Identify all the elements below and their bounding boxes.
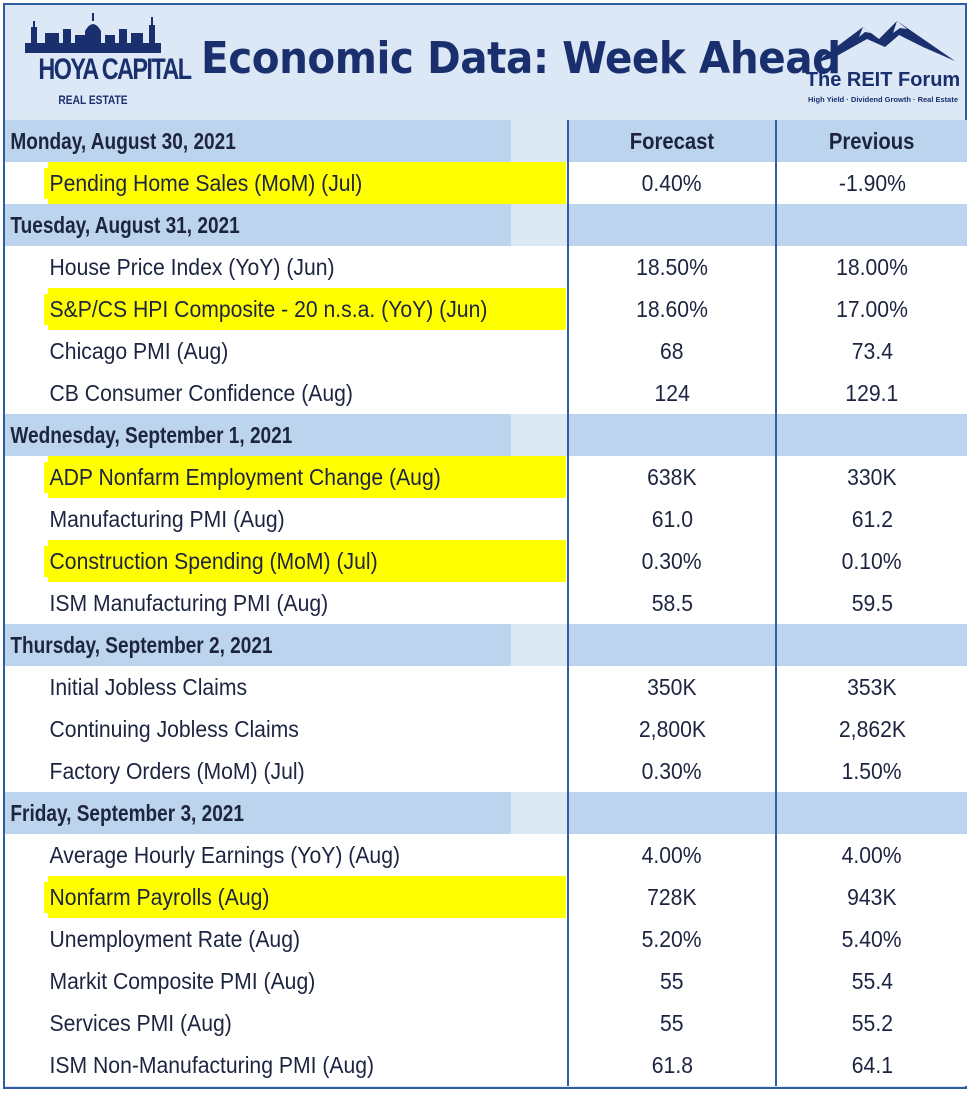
forecast-value: 61.8 <box>651 1051 693 1078</box>
previous-value: 61.2 <box>851 505 893 532</box>
day-header-row: Tuesday, August 31, 2021 <box>5 204 967 246</box>
previous-value: 943K <box>847 883 897 910</box>
indicator-name: S&P/CS HPI Composite - 20 n.s.a. (YoY) (… <box>44 293 493 325</box>
previous-value: 17.00% <box>836 295 908 322</box>
previous-value: 59.5 <box>851 589 893 616</box>
indicator-name: Markit Composite PMI (Aug) <box>49 967 316 994</box>
indicator-name: Initial Jobless Claims <box>49 673 248 700</box>
forecast-value: 728K <box>647 883 697 910</box>
previous-value: 129.1 <box>845 379 899 406</box>
hoya-capital-logo: HOYA CAPITAL REAL ESTATE <box>23 13 192 113</box>
forecast-value: 18.60% <box>636 295 708 322</box>
page-title: Economic Data: Week Ahead <box>201 33 841 84</box>
indicator-row: Manufacturing PMI (Aug) 61.0 61.2 <box>5 498 967 540</box>
indicator-name: Average Hourly Earnings (YoY) (Aug) <box>49 841 401 868</box>
indicator-row: S&P/CS HPI Composite - 20 n.s.a. (YoY) (… <box>5 288 967 330</box>
previous-value: 330K <box>847 463 897 490</box>
forecast-value: 5.20% <box>641 925 703 952</box>
forecast-value: 0.30% <box>641 547 703 574</box>
reit-forum-wordmark: The REIT Forum <box>805 69 961 91</box>
reit-forum-tagline: High Yield · Dividend Growth · Real Esta… <box>807 95 959 104</box>
header: HOYA CAPITAL REAL ESTATE Economic Data: … <box>3 3 967 119</box>
day-header-row: Friday, September 3, 2021 <box>5 792 967 834</box>
forecast-value: 55 <box>660 967 684 994</box>
forecast-value: 0.30% <box>641 757 703 784</box>
indicator-name: Factory Orders (MoM) (Jul) <box>49 757 305 784</box>
day-header-row: Monday, August 30, 2021 Forecast Previous <box>5 120 967 162</box>
indicator-row: Nonfarm Payrolls (Aug) 728K 943K <box>5 876 967 918</box>
day-label: Wednesday, September 1, 2021 <box>10 421 293 448</box>
previous-value: 0.10% <box>841 547 903 574</box>
indicator-name: ADP Nonfarm Employment Change (Aug) <box>44 461 447 493</box>
indicator-row: Initial Jobless Claims 350K 353K <box>5 666 967 708</box>
indicator-row: Chicago PMI (Aug) 68 73.4 <box>5 330 967 372</box>
indicator-row: Unemployment Rate (Aug) 5.20% 5.40% <box>5 918 967 960</box>
indicator-name: Pending Home Sales (MoM) (Jul) <box>44 167 368 199</box>
hoya-capital-subtitle: REAL ESTATE <box>58 93 128 107</box>
forecast-column-header: Forecast <box>629 127 715 154</box>
reit-forum-logo: The REIT Forum High Yield · Dividend Gro… <box>805 17 965 113</box>
economic-calendar-table: Monday, August 30, 2021 Forecast Previous P… <box>5 120 967 1086</box>
day-label: Friday, September 3, 2021 <box>10 799 244 826</box>
previous-column-header: Previous <box>829 127 915 154</box>
previous-value: 55.4 <box>851 967 893 994</box>
indicator-row: ADP Nonfarm Employment Change (Aug) 638K 3… <box>5 456 967 498</box>
indicator-name: CB Consumer Confidence (Aug) <box>49 379 353 406</box>
forecast-value: 4.00% <box>641 841 703 868</box>
day-header-row: Thursday, September 2, 2021 <box>5 624 967 666</box>
capitol-skyline-icon <box>25 13 161 53</box>
indicator-row: Services PMI (Aug) 55 55.2 <box>5 1002 967 1044</box>
day-label: Monday, August 30, 2021 <box>10 127 236 154</box>
indicator-name: Construction Spending (MoM) (Jul) <box>44 545 384 577</box>
previous-value: 4.00% <box>841 841 903 868</box>
forecast-value: 2,800K <box>638 715 706 742</box>
forecast-value: 55 <box>660 1009 684 1036</box>
hoya-capital-wordmark: HOYA CAPITAL <box>38 53 192 86</box>
indicator-row: Markit Composite PMI (Aug) 55 55.4 <box>5 960 967 1002</box>
previous-value: 73.4 <box>851 337 893 364</box>
indicator-row: Average Hourly Earnings (YoY) (Aug) 4.00%… <box>5 834 967 876</box>
forecast-value: 638K <box>647 463 697 490</box>
previous-value: 353K <box>847 673 897 700</box>
forecast-value: 61.0 <box>651 505 693 532</box>
indicator-row: Pending Home Sales (MoM) (Jul) 0.40% -1.90… <box>5 162 967 204</box>
indicator-name: ISM Non-Manufacturing PMI (Aug) <box>49 1051 375 1078</box>
indicator-name: Continuing Jobless Claims <box>49 715 299 742</box>
day-label: Thursday, September 2, 2021 <box>10 631 273 658</box>
indicator-name: Nonfarm Payrolls (Aug) <box>44 881 275 913</box>
previous-value: 55.2 <box>851 1009 893 1036</box>
indicator-name: Manufacturing PMI (Aug) <box>49 505 285 532</box>
day-label: Tuesday, August 31, 2021 <box>10 211 240 238</box>
indicator-name: Unemployment Rate (Aug) <box>49 925 301 952</box>
indicator-row: ISM Manufacturing PMI (Aug) 58.5 59.5 <box>5 582 967 624</box>
indicator-name: House Price Index (YoY) (Jun) <box>49 253 335 280</box>
previous-value: 1.50% <box>841 757 903 784</box>
indicator-row: Factory Orders (MoM) (Jul) 0.30% 1.50% <box>5 750 967 792</box>
previous-value: 2,862K <box>838 715 906 742</box>
indicator-row: House Price Index (YoY) (Jun) 18.50% 18.00… <box>5 246 967 288</box>
previous-value: -1.90% <box>838 169 906 196</box>
indicator-name: ISM Manufacturing PMI (Aug) <box>49 589 329 616</box>
indicator-row: ISM Non-Manufacturing PMI (Aug) 61.8 64.1 <box>5 1044 967 1086</box>
forecast-value: 350K <box>647 673 697 700</box>
indicator-row: Construction Spending (MoM) (Jul) 0.30% 0.… <box>5 540 967 582</box>
previous-value: 18.00% <box>836 253 908 280</box>
forecast-value: 58.5 <box>651 589 693 616</box>
indicator-row: CB Consumer Confidence (Aug) 124 129.1 <box>5 372 967 414</box>
forecast-value: 18.50% <box>636 253 708 280</box>
indicator-row: Continuing Jobless Claims 2,800K 2,862K <box>5 708 967 750</box>
previous-value: 5.40% <box>841 925 903 952</box>
mountain-icon <box>815 21 955 63</box>
indicator-name: Services PMI (Aug) <box>49 1009 232 1036</box>
indicator-name: Chicago PMI (Aug) <box>49 337 229 364</box>
forecast-value: 68 <box>660 337 684 364</box>
day-header-row: Wednesday, September 1, 2021 <box>5 414 967 456</box>
forecast-value: 124 <box>654 379 690 406</box>
previous-value: 64.1 <box>851 1051 893 1078</box>
forecast-value: 0.40% <box>641 169 703 196</box>
